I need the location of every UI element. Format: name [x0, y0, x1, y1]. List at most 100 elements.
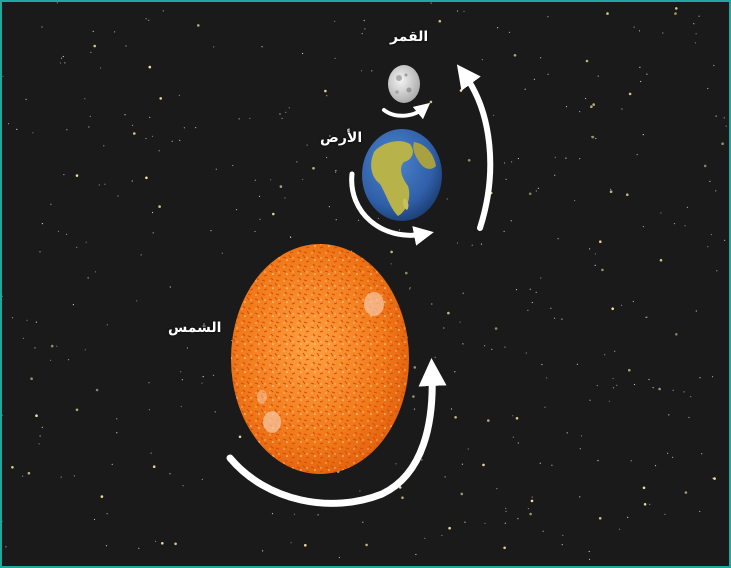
star	[125, 45, 127, 47]
star	[510, 220, 512, 222]
star	[438, 19, 442, 23]
star	[515, 417, 519, 420]
star	[279, 113, 281, 115]
star	[628, 368, 631, 372]
star	[179, 139, 181, 141]
star	[413, 408, 416, 410]
star	[460, 492, 464, 496]
star	[335, 170, 337, 172]
star	[85, 241, 87, 243]
star	[715, 190, 717, 192]
star	[574, 199, 576, 202]
star	[589, 399, 591, 401]
star	[75, 174, 79, 177]
star	[444, 476, 446, 478]
star	[639, 66, 641, 68]
star	[201, 382, 203, 384]
star	[579, 158, 581, 160]
star	[306, 144, 308, 146]
star	[158, 150, 160, 152]
star	[461, 463, 463, 465]
star	[494, 327, 498, 330]
star	[364, 28, 366, 30]
star	[525, 352, 527, 354]
star	[609, 190, 613, 193]
star	[715, 115, 717, 117]
star	[2, 295, 3, 297]
star	[585, 59, 589, 63]
star	[116, 418, 118, 420]
star	[531, 301, 533, 304]
star	[562, 534, 564, 537]
star	[215, 168, 217, 170]
star	[505, 507, 507, 509]
star	[551, 464, 553, 466]
star	[513, 54, 517, 57]
star	[140, 254, 142, 256]
star	[480, 243, 483, 245]
star	[334, 20, 336, 22]
star	[596, 384, 598, 387]
star	[371, 70, 373, 72]
star	[659, 258, 663, 262]
star	[181, 379, 183, 381]
star	[90, 51, 92, 53]
star	[25, 98, 27, 100]
star	[93, 44, 96, 48]
star	[620, 304, 623, 306]
star	[2, 75, 4, 77]
star	[642, 226, 645, 228]
star	[84, 98, 86, 100]
star	[326, 95, 328, 97]
star	[401, 496, 404, 500]
star	[447, 311, 450, 315]
star	[114, 31, 116, 33]
star	[673, 223, 676, 225]
star	[390, 250, 393, 254]
star	[597, 460, 599, 462]
star	[531, 496, 533, 498]
star	[39, 251, 41, 253]
star	[145, 176, 148, 180]
star	[594, 264, 596, 266]
star	[527, 508, 530, 510]
star	[26, 319, 28, 321]
star	[238, 435, 242, 439]
star	[430, 2, 432, 4]
star	[293, 513, 296, 515]
star	[279, 185, 283, 188]
star	[512, 436, 514, 438]
star	[72, 304, 74, 306]
star	[561, 544, 563, 546]
star	[424, 537, 426, 540]
star	[512, 415, 514, 417]
star	[448, 526, 451, 530]
star	[585, 97, 587, 100]
star	[660, 212, 662, 214]
star	[365, 543, 368, 547]
star	[456, 242, 459, 244]
star	[38, 443, 40, 445]
star	[162, 10, 164, 12]
star	[640, 80, 642, 83]
star	[628, 92, 632, 96]
star	[463, 10, 465, 12]
star	[446, 198, 448, 200]
star	[533, 78, 536, 80]
star	[429, 100, 433, 104]
star	[326, 156, 328, 159]
star	[535, 190, 537, 192]
star	[398, 229, 401, 231]
star	[699, 377, 701, 379]
star	[675, 7, 678, 10]
star	[290, 236, 292, 238]
star	[87, 277, 89, 279]
star	[713, 64, 715, 67]
star	[467, 448, 469, 450]
star	[667, 452, 669, 454]
star	[612, 377, 614, 380]
star	[566, 432, 568, 434]
star	[171, 140, 173, 142]
star	[645, 316, 647, 318]
star	[235, 209, 238, 211]
